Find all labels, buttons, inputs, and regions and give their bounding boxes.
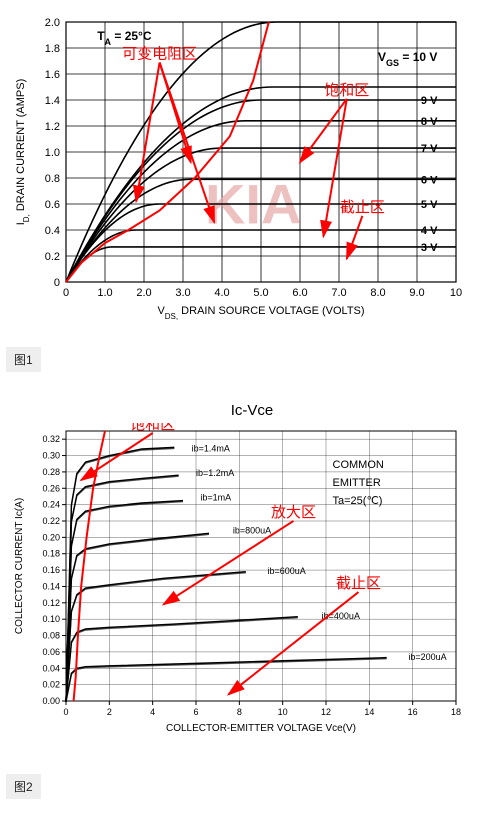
svg-text:4: 4 (150, 707, 155, 717)
svg-text:截止区: 截止区 (340, 199, 385, 216)
svg-text:ib=1.4mA: ib=1.4mA (192, 443, 230, 453)
svg-text:10: 10 (278, 707, 288, 717)
svg-text:0.12: 0.12 (42, 598, 60, 608)
svg-text:0.18: 0.18 (42, 549, 60, 559)
svg-text:7.0: 7.0 (331, 287, 346, 299)
svg-text:0.10: 0.10 (42, 614, 60, 624)
svg-text:COLLECTOR CURRENT Ic(A): COLLECTOR CURRENT Ic(A) (14, 498, 25, 634)
svg-text:0: 0 (54, 277, 60, 289)
svg-text:18: 18 (451, 707, 461, 717)
chart-2: 0 2 4 6 8 10 12 14 16 18 0.00 0.02 0.04 0.06 0.08 0.10 0… (6, 423, 498, 758)
svg-text:8.0: 8.0 (370, 287, 385, 299)
svg-text:0.24: 0.24 (42, 500, 60, 510)
svg-text:放大区: 放大区 (271, 504, 316, 521)
svg-text:5.0: 5.0 (253, 287, 268, 299)
svg-text:1.0: 1.0 (45, 147, 60, 159)
svg-text:6 V: 6 V (421, 174, 438, 186)
svg-text:0.04: 0.04 (42, 663, 60, 673)
svg-text:0.6: 0.6 (45, 199, 60, 211)
figure-2-caption: 图2 (6, 774, 41, 799)
svg-text:ib=200uA: ib=200uA (408, 652, 446, 662)
svg-text:ib=800uA: ib=800uA (233, 525, 271, 535)
svg-text:COMMON: COMMON (333, 459, 384, 471)
svg-text:COLLECTOR-EMITTER VOLTAGE Vce(: COLLECTOR-EMITTER VOLTAGE Vce(V) (166, 723, 356, 734)
svg-text:3 V: 3 V (421, 242, 438, 254)
figure-2-title: Ic-Vce (6, 402, 498, 419)
svg-text:0.14: 0.14 (42, 581, 60, 591)
figure-1-caption: 图1 (6, 347, 41, 372)
svg-text:0.16: 0.16 (42, 565, 60, 575)
chart-1: 0 1.0 2.0 3.0 4.0 5.0 6.0 7.0 8.0 9.0 10 0 0.2 0.4 0.6… (6, 6, 498, 331)
svg-text:0.00: 0.00 (42, 696, 60, 706)
svg-text:2: 2 (107, 707, 112, 717)
svg-text:0: 0 (63, 707, 68, 717)
svg-text:ID, DRAIN CURRENT (AMPS): ID, DRAIN CURRENT (AMPS) (15, 79, 31, 226)
svg-text:饱和区: 饱和区 (324, 82, 369, 99)
svg-text:0.08: 0.08 (42, 631, 60, 641)
svg-text:8 V: 8 V (421, 116, 438, 128)
svg-text:6.0: 6.0 (292, 287, 307, 299)
svg-text:1.6: 1.6 (45, 69, 60, 81)
svg-text:1.8: 1.8 (45, 43, 60, 55)
svg-text:4.0: 4.0 (214, 287, 229, 299)
svg-text:0.2: 0.2 (45, 251, 60, 263)
svg-text:14: 14 (364, 707, 374, 717)
svg-text:0.06: 0.06 (42, 647, 60, 657)
svg-text:12: 12 (321, 707, 331, 717)
svg-text:0.32: 0.32 (42, 434, 60, 444)
svg-text:2.0: 2.0 (136, 287, 151, 299)
svg-text:5 V: 5 V (421, 199, 438, 211)
svg-text:0.02: 0.02 (42, 680, 60, 690)
svg-text:0: 0 (63, 287, 69, 299)
svg-text:饱和区: 饱和区 (130, 423, 175, 433)
svg-text:6: 6 (193, 707, 198, 717)
svg-text:0.30: 0.30 (42, 451, 60, 461)
svg-text:1.0: 1.0 (97, 287, 112, 299)
svg-text:9.0: 9.0 (409, 287, 424, 299)
svg-text:0.20: 0.20 (42, 532, 60, 542)
svg-text:0.28: 0.28 (42, 467, 60, 477)
svg-text:0.8: 0.8 (45, 173, 60, 185)
svg-text:EMITTER: EMITTER (333, 477, 381, 489)
svg-text:2.0: 2.0 (45, 17, 60, 29)
svg-text:0.26: 0.26 (42, 483, 60, 493)
svg-text:1.2: 1.2 (45, 121, 60, 133)
svg-text:10: 10 (450, 287, 462, 299)
svg-text:Ta=25(℃): Ta=25(℃) (333, 495, 383, 507)
svg-text:1.4: 1.4 (45, 95, 60, 107)
svg-text:0.22: 0.22 (42, 516, 60, 526)
svg-text:ib=1mA: ib=1mA (200, 493, 231, 503)
svg-text:4 V: 4 V (421, 225, 438, 237)
svg-text:ib=600uA: ib=600uA (268, 566, 306, 576)
svg-text:0.4: 0.4 (45, 225, 60, 237)
svg-text:VGS = 10 V: VGS = 10 V (378, 50, 437, 68)
figure-1: 0 1.0 2.0 3.0 4.0 5.0 6.0 7.0 8.0 9.0 10 0 0.2 0.4 0.6… (6, 6, 498, 331)
svg-text:可变电阻区: 可变电阻区 (122, 45, 197, 62)
svg-text:16: 16 (408, 707, 418, 717)
svg-text:9 V: 9 V (421, 95, 438, 107)
svg-text:ib=1.2mA: ib=1.2mA (196, 468, 234, 478)
svg-text:7 V: 7 V (421, 143, 438, 155)
svg-text:8: 8 (237, 707, 242, 717)
svg-text:3.0: 3.0 (175, 287, 190, 299)
figure-2: 0 2 4 6 8 10 12 14 16 18 0.00 0.02 0.04 0.06 0.08 0.10 0… (6, 423, 498, 758)
svg-text:截止区: 截止区 (336, 575, 381, 592)
svg-text:VDS, DRAIN SOURCE VOLTAGE (VOL: VDS, DRAIN SOURCE VOLTAGE (VOLTS) (157, 305, 364, 321)
